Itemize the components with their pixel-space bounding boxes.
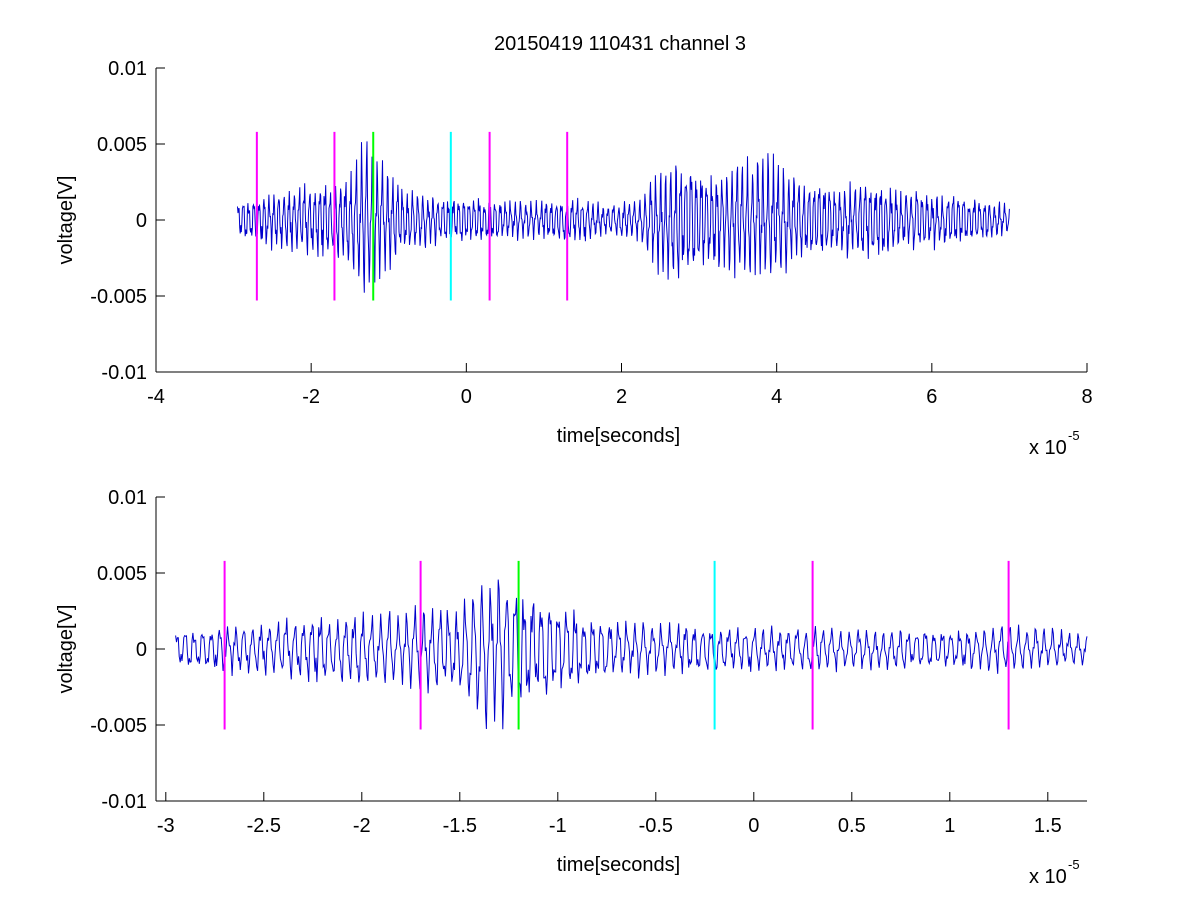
x-tick-label: 0.5 [838, 815, 866, 837]
y-tick-label: 0.01 [108, 58, 147, 80]
x-tick-label: -1.5 [443, 815, 477, 837]
x-exponent-label: x 10 [1029, 437, 1067, 459]
x-tick-label: 8 [1081, 386, 1092, 408]
x-exponent-superscript: -5 [1068, 428, 1080, 443]
x-exponent-label: x 10 [1029, 866, 1067, 888]
x-exponent-superscript: -5 [1068, 857, 1080, 872]
y-axis-label: voltage[V] [55, 176, 77, 265]
plot-bottom: 0.01 0.005 0 -0.005 -0.01 -3 -2.5 -2 -1.5 -1 -0.5 0… [55, 487, 1088, 888]
x-tick-label: 2 [616, 386, 627, 408]
x-axis-label: time[seconds] [557, 425, 680, 447]
x-tick-label: -3 [157, 815, 175, 837]
y-tick-label: -0.005 [90, 715, 147, 737]
y-tick-label: 0.005 [97, 134, 147, 156]
y-tick-label: 0 [136, 210, 147, 232]
y-tick-label: 0 [136, 639, 147, 661]
x-tick-label: 1 [944, 815, 955, 837]
x-tick-label: -0.5 [639, 815, 673, 837]
x-axis-label: time[seconds] [557, 854, 680, 876]
y-tick-label: -0.005 [90, 286, 147, 308]
figure-title: 20150419 110431 channel 3 [494, 33, 746, 55]
x-tick-label: -2.5 [247, 815, 281, 837]
x-tick-label: 1.5 [1034, 815, 1062, 837]
x-tick-label: -2 [353, 815, 371, 837]
y-tick-label: -0.01 [101, 362, 147, 384]
x-tick-label: -1 [549, 815, 567, 837]
signal-trace [175, 579, 1088, 730]
y-tick-label: 0.005 [97, 563, 147, 585]
x-tick-label: -2 [302, 386, 320, 408]
x-tick-label: 0 [748, 815, 759, 837]
x-tick-label: 4 [771, 386, 782, 408]
plot-top: 0.01 0.005 0 -0.005 -0.01-4 -2 0 2 4 6 8 time[secon… [55, 58, 1093, 459]
x-tick-label: -4 [147, 386, 165, 408]
y-tick-label: 0.01 [108, 487, 147, 509]
signal-trace [237, 141, 1010, 293]
x-tick-label: 0 [461, 386, 472, 408]
y-axis-label: voltage[V] [55, 605, 77, 694]
x-tick-label: 6 [926, 386, 937, 408]
y-tick-label: -0.01 [101, 791, 147, 813]
